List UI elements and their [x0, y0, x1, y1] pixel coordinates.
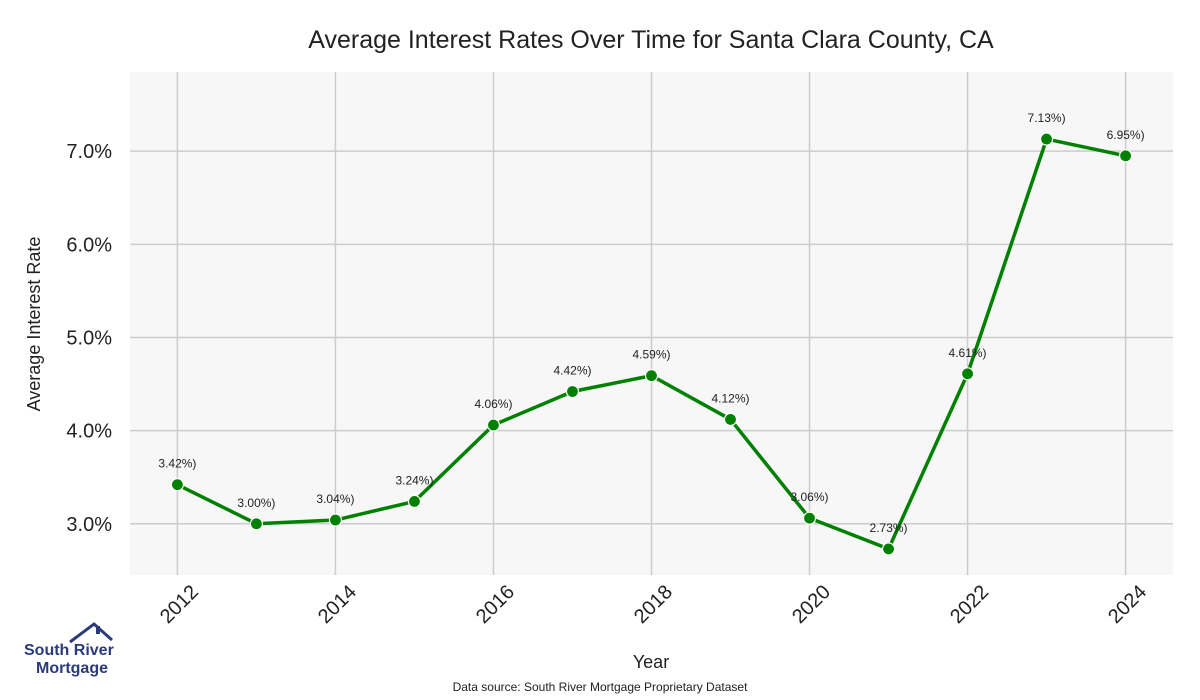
y-axis-label: Average Interest Rate	[24, 237, 44, 412]
data-point	[644, 369, 659, 383]
x-tick-label: 2020	[788, 581, 835, 628]
data-point	[170, 478, 185, 492]
data-labels: 3.42%) 3.00%) 3.04%) 3.24%) 4.06%) 4.42%) 4.59…	[158, 111, 1144, 535]
data-point	[1039, 132, 1054, 146]
x-axis-label: Year	[633, 652, 669, 672]
y-tick-label: 4.0%	[66, 421, 112, 443]
y-tick-label: 6.0%	[66, 234, 112, 256]
data-label: 3.00%)	[237, 496, 275, 510]
house-roof-icon	[69, 622, 113, 644]
data-label: 4.61%)	[949, 346, 987, 360]
data-point	[881, 542, 896, 556]
data-label: 4.59%)	[632, 348, 670, 362]
data-label: 3.24%)	[395, 473, 433, 487]
data-label: 4.06%)	[474, 397, 512, 411]
data-point	[328, 513, 343, 527]
x-tick-label: 2022	[946, 581, 993, 628]
y-tick-label: 3.0%	[66, 514, 112, 536]
grid-lines	[130, 72, 1173, 575]
x-tick-label: 2016	[472, 581, 519, 628]
x-axis-ticks: 2012 2014 2016 2018 2020 2022 2024	[156, 581, 1151, 628]
logo-line-2: Mortgage	[36, 660, 108, 677]
data-point	[1118, 149, 1133, 163]
data-label: 4.42%)	[553, 363, 591, 377]
source-note: Data source: South River Mortgage Propri…	[452, 680, 748, 694]
data-label: 3.06%)	[791, 490, 829, 504]
x-tick-label: 2012	[156, 581, 203, 628]
x-tick-label: 2018	[630, 581, 677, 628]
x-tick-label: 2014	[314, 581, 361, 628]
data-label: 6.95%)	[1107, 128, 1145, 142]
data-point	[802, 511, 817, 525]
y-tick-label: 7.0%	[66, 141, 112, 163]
data-point	[960, 367, 975, 381]
x-tick-label: 2024	[1104, 581, 1151, 628]
logo-line-1: South River	[24, 642, 114, 659]
data-label: 7.13%)	[1028, 111, 1066, 125]
data-point	[565, 384, 580, 399]
data-point	[407, 494, 422, 509]
y-tick-label: 5.0%	[66, 327, 112, 349]
data-label: 4.12%)	[711, 391, 749, 405]
company-logo: South River Mortgage	[20, 618, 120, 680]
chart-title: Average Interest Rates Over Time for San…	[308, 26, 994, 54]
data-point	[249, 517, 264, 531]
data-point	[723, 412, 738, 427]
y-axis-ticks: 3.0% 4.0% 5.0% 6.0% 7.0%	[66, 141, 112, 536]
series-layer	[170, 132, 1133, 556]
data-label: 3.04%)	[316, 492, 354, 506]
data-label: 3.42%)	[158, 457, 196, 471]
data-point	[486, 418, 501, 432]
data-label: 2.73%)	[870, 521, 908, 535]
